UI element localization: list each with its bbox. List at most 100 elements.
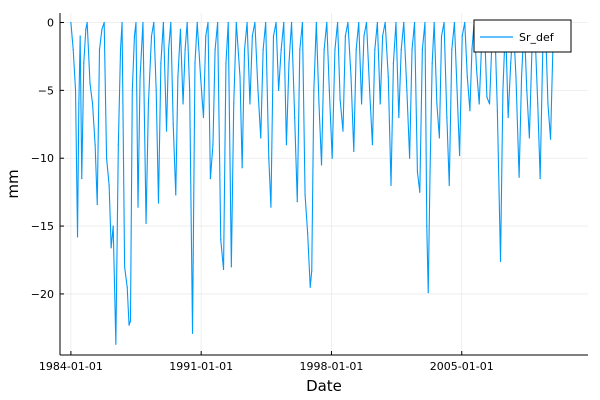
data-point: [515, 76, 517, 78]
data-point: [464, 21, 466, 24]
data-point: [202, 116, 205, 119]
data-point: [172, 123, 174, 125]
data-point: [547, 103, 549, 105]
grid-layer: [60, 13, 588, 355]
data-point: [105, 157, 108, 159]
data-point: [323, 49, 325, 51]
data-point: [353, 150, 355, 153]
data-point: [142, 21, 144, 24]
data-point: [137, 206, 139, 208]
data-point: [443, 21, 445, 24]
axis-layer: [59, 13, 588, 356]
data-point: [184, 49, 186, 51]
data-point: [507, 116, 509, 119]
data-point: [147, 103, 149, 105]
data-point: [76, 236, 79, 238]
data-point: [121, 21, 123, 24]
data-point: [461, 35, 463, 37]
data-point: [119, 49, 122, 51]
data-point: [199, 76, 202, 78]
data-point: [355, 49, 357, 51]
data-point: [363, 35, 365, 37]
data-point: [128, 324, 130, 326]
data-point: [390, 184, 392, 186]
data-point: [451, 49, 453, 51]
data-point: [502, 89, 504, 91]
data-point: [74, 89, 77, 91]
data-point: [205, 35, 207, 37]
data-point: [374, 49, 376, 51]
data-point: [101, 28, 103, 30]
data-point: [403, 21, 405, 24]
data-point: [440, 35, 443, 37]
data-point: [157, 202, 160, 204]
data-point: [416, 171, 419, 173]
data-point: [126, 286, 128, 288]
y-tick-label: −10: [31, 152, 54, 165]
data-point: [427, 291, 429, 294]
data-point: [466, 76, 468, 78]
data-point: [227, 21, 229, 24]
data-point: [182, 103, 184, 105]
y-tick-label: −15: [31, 220, 54, 233]
data-point: [124, 266, 126, 268]
data-point: [299, 49, 301, 51]
data-point: [72, 49, 74, 51]
data-point: [311, 270, 313, 272]
data-point: [360, 103, 363, 105]
data-point: [456, 89, 458, 91]
data-point: [280, 49, 282, 51]
data-point: [395, 21, 397, 24]
data-point: [103, 21, 105, 24]
data-point: [191, 332, 194, 334]
data-point: [326, 21, 328, 24]
data-point: [194, 62, 196, 64]
x-tick-label: 1998-01-01: [299, 360, 363, 373]
data-point: [448, 184, 450, 186]
data-point: [478, 103, 480, 105]
data-point: [438, 137, 440, 139]
data-point: [207, 21, 209, 24]
legend: Sr_def: [473, 19, 572, 53]
x-axis-title: Date: [306, 377, 342, 395]
data-point: [283, 21, 285, 24]
data-point: [222, 268, 225, 271]
data-point: [429, 171, 431, 173]
data-point: [369, 89, 371, 91]
data-point: [78, 103, 80, 105]
data-point: [376, 21, 378, 24]
data-point: [246, 21, 248, 24]
data-point: [371, 144, 374, 146]
data-point: [189, 89, 191, 91]
data-point: [251, 35, 253, 37]
data-point: [262, 49, 264, 51]
data-point: [241, 167, 243, 169]
data-point: [117, 144, 119, 146]
y-tick-label: −5: [38, 84, 54, 97]
data-point: [243, 49, 246, 51]
data-point: [328, 89, 330, 91]
data-point: [260, 137, 262, 139]
data-point: [160, 62, 162, 64]
data-point: [331, 157, 333, 159]
data-point: [304, 194, 306, 196]
data-point: [419, 191, 421, 193]
data-point: [239, 76, 241, 78]
data-point: [270, 206, 272, 208]
data-point: [268, 157, 270, 159]
data-point: [499, 260, 502, 262]
data-point: [309, 286, 311, 288]
y-tick-label: 0: [47, 17, 54, 30]
y-tick-label: −20: [31, 288, 54, 301]
data-point: [296, 201, 298, 203]
legend-label-sr-def: Sr_def: [519, 31, 555, 44]
data-point: [347, 21, 349, 24]
data-point: [233, 103, 235, 105]
data-point: [167, 49, 170, 51]
data-point: [186, 21, 188, 24]
data-point: [400, 49, 402, 51]
data-point: [94, 144, 96, 146]
data-point: [334, 49, 336, 51]
x-tick-label: 1991-01-01: [169, 360, 233, 373]
